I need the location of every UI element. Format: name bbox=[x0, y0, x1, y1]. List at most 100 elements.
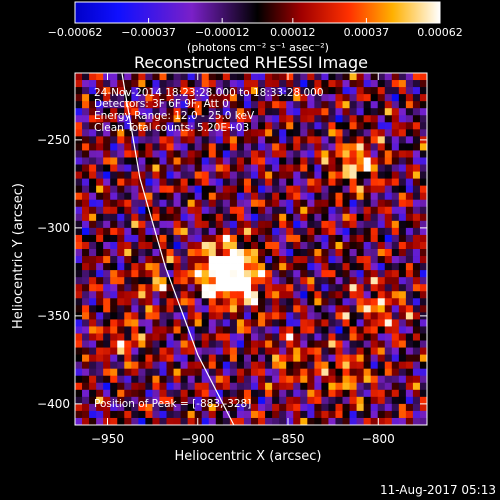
heatmap-cell bbox=[412, 94, 421, 102]
heatmap-cell bbox=[328, 101, 336, 109]
heatmap-cell bbox=[321, 340, 329, 348]
heatmap-cell bbox=[89, 319, 97, 327]
heatmap-cell bbox=[187, 368, 196, 377]
heatmap-cell bbox=[201, 115, 210, 123]
heatmap-cell bbox=[286, 206, 294, 215]
heatmap-cell bbox=[173, 80, 181, 88]
heatmap-cell bbox=[419, 227, 427, 236]
heatmap-cell bbox=[145, 291, 153, 299]
heatmap-cell bbox=[159, 382, 167, 391]
heatmap-cell bbox=[335, 129, 343, 137]
heatmap-cell bbox=[398, 403, 407, 412]
heatmap-cell bbox=[194, 108, 203, 116]
heatmap-cell bbox=[243, 143, 252, 151]
heatmap-cell bbox=[286, 101, 294, 109]
heatmap-cell bbox=[110, 249, 118, 257]
heatmap-cell bbox=[180, 80, 189, 88]
heatmap-cell bbox=[370, 333, 379, 341]
heatmap-cell bbox=[265, 101, 273, 109]
heatmap-cell bbox=[314, 354, 322, 363]
heatmap-cell bbox=[229, 382, 238, 391]
heatmap-cell bbox=[307, 101, 315, 109]
heatmap-cell bbox=[307, 368, 315, 377]
heatmap-cell bbox=[187, 199, 196, 208]
heatmap-cell bbox=[201, 340, 210, 348]
heatmap-cell bbox=[370, 199, 379, 208]
heatmap-cell bbox=[419, 389, 427, 398]
heatmap-cell bbox=[96, 80, 104, 88]
heatmap-cell bbox=[145, 361, 153, 370]
heatmap-cell bbox=[180, 227, 189, 236]
heatmap-cell bbox=[159, 326, 167, 334]
heatmap-cell bbox=[75, 263, 83, 271]
heatmap-cell bbox=[356, 129, 365, 137]
heatmap-cell bbox=[300, 361, 308, 370]
heatmap-cell bbox=[293, 199, 301, 208]
heatmap-cell bbox=[335, 270, 343, 278]
heatmap-cell bbox=[201, 122, 210, 130]
heatmap-cell bbox=[131, 389, 139, 398]
heatmap-cell bbox=[208, 347, 217, 355]
heatmap-cell bbox=[159, 80, 167, 88]
x-tick-label: −800 bbox=[362, 432, 395, 446]
heatmap-cell bbox=[307, 129, 315, 137]
heatmap-cell bbox=[173, 115, 181, 123]
heatmap-cell bbox=[335, 277, 343, 285]
heatmap-cell bbox=[391, 375, 400, 384]
heatmap-cell bbox=[258, 234, 266, 243]
heatmap-cell bbox=[356, 213, 365, 222]
heatmap-cell bbox=[194, 241, 203, 250]
heatmap-cell bbox=[222, 249, 231, 257]
heatmap-cell bbox=[398, 171, 407, 179]
heatmap-cell bbox=[138, 368, 146, 377]
heatmap-cell bbox=[75, 361, 83, 370]
heatmap-cell bbox=[412, 256, 421, 264]
heatmap-cell bbox=[194, 298, 203, 306]
heatmap-cell bbox=[356, 87, 365, 95]
heatmap-cell bbox=[124, 73, 132, 81]
heatmap-cell bbox=[103, 249, 111, 257]
heatmap-cell bbox=[321, 199, 329, 208]
heatmap-cell bbox=[251, 382, 259, 391]
heatmap-cell bbox=[300, 150, 308, 158]
heatmap-cell bbox=[89, 326, 97, 334]
heatmap-cell bbox=[208, 319, 217, 327]
heatmap-cell bbox=[377, 73, 386, 81]
heatmap-cell bbox=[328, 192, 336, 201]
heatmap-cell bbox=[236, 178, 245, 187]
heatmap-cell bbox=[173, 249, 181, 257]
heatmap-cell bbox=[229, 234, 238, 243]
heatmap-cell bbox=[384, 171, 393, 179]
heatmap-cell bbox=[75, 403, 83, 412]
heatmap-cell bbox=[131, 101, 139, 109]
heatmap-cell bbox=[201, 361, 210, 370]
heatmap-cell bbox=[265, 185, 273, 194]
heatmap-cell bbox=[208, 157, 217, 165]
heatmap-cell bbox=[314, 80, 322, 88]
heatmap-cell bbox=[293, 277, 301, 285]
heatmap-cell bbox=[75, 157, 83, 165]
heatmap-cell bbox=[328, 382, 336, 391]
heatmap-cell bbox=[349, 87, 357, 95]
heatmap-cell bbox=[258, 270, 266, 278]
heatmap-cell bbox=[117, 206, 125, 215]
heatmap-cell bbox=[152, 115, 160, 123]
heatmap-cell bbox=[82, 115, 90, 123]
heatmap-cell bbox=[103, 94, 111, 102]
heatmap-cell bbox=[201, 277, 210, 285]
heatmap-cell bbox=[377, 122, 386, 130]
heatmap-cell bbox=[279, 403, 287, 412]
heatmap-cell bbox=[307, 178, 315, 187]
heatmap-cell bbox=[124, 382, 132, 391]
heatmap-cell bbox=[349, 115, 357, 123]
heatmap-cell bbox=[229, 87, 238, 95]
heatmap-cell bbox=[166, 361, 174, 370]
heatmap-cell bbox=[265, 164, 273, 172]
heatmap-cell bbox=[166, 340, 174, 348]
heatmap-cell bbox=[131, 178, 139, 187]
heatmap-cell bbox=[222, 150, 231, 158]
heatmap-cell bbox=[265, 143, 273, 151]
heatmap-cell bbox=[300, 115, 308, 123]
heatmap-cell bbox=[321, 101, 329, 109]
heatmap-cell bbox=[377, 319, 386, 327]
